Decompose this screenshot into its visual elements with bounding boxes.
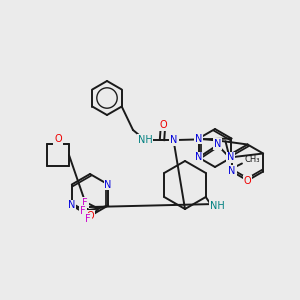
Text: N: N (195, 134, 202, 143)
Text: N: N (104, 179, 112, 190)
Text: NH: NH (210, 201, 225, 211)
Text: O: O (159, 120, 167, 130)
Text: N: N (68, 200, 76, 211)
Text: N: N (195, 152, 202, 163)
Text: O: O (86, 211, 94, 221)
Text: NH: NH (138, 135, 152, 145)
Text: N: N (170, 135, 178, 145)
Text: F: F (82, 197, 88, 208)
Text: N: N (214, 139, 221, 149)
Text: CH₃: CH₃ (245, 155, 260, 164)
Text: O: O (54, 134, 62, 144)
Text: F: F (85, 214, 91, 224)
Text: N: N (227, 152, 234, 163)
Text: F: F (80, 206, 86, 215)
Text: O: O (244, 176, 251, 185)
Text: N: N (228, 166, 236, 176)
